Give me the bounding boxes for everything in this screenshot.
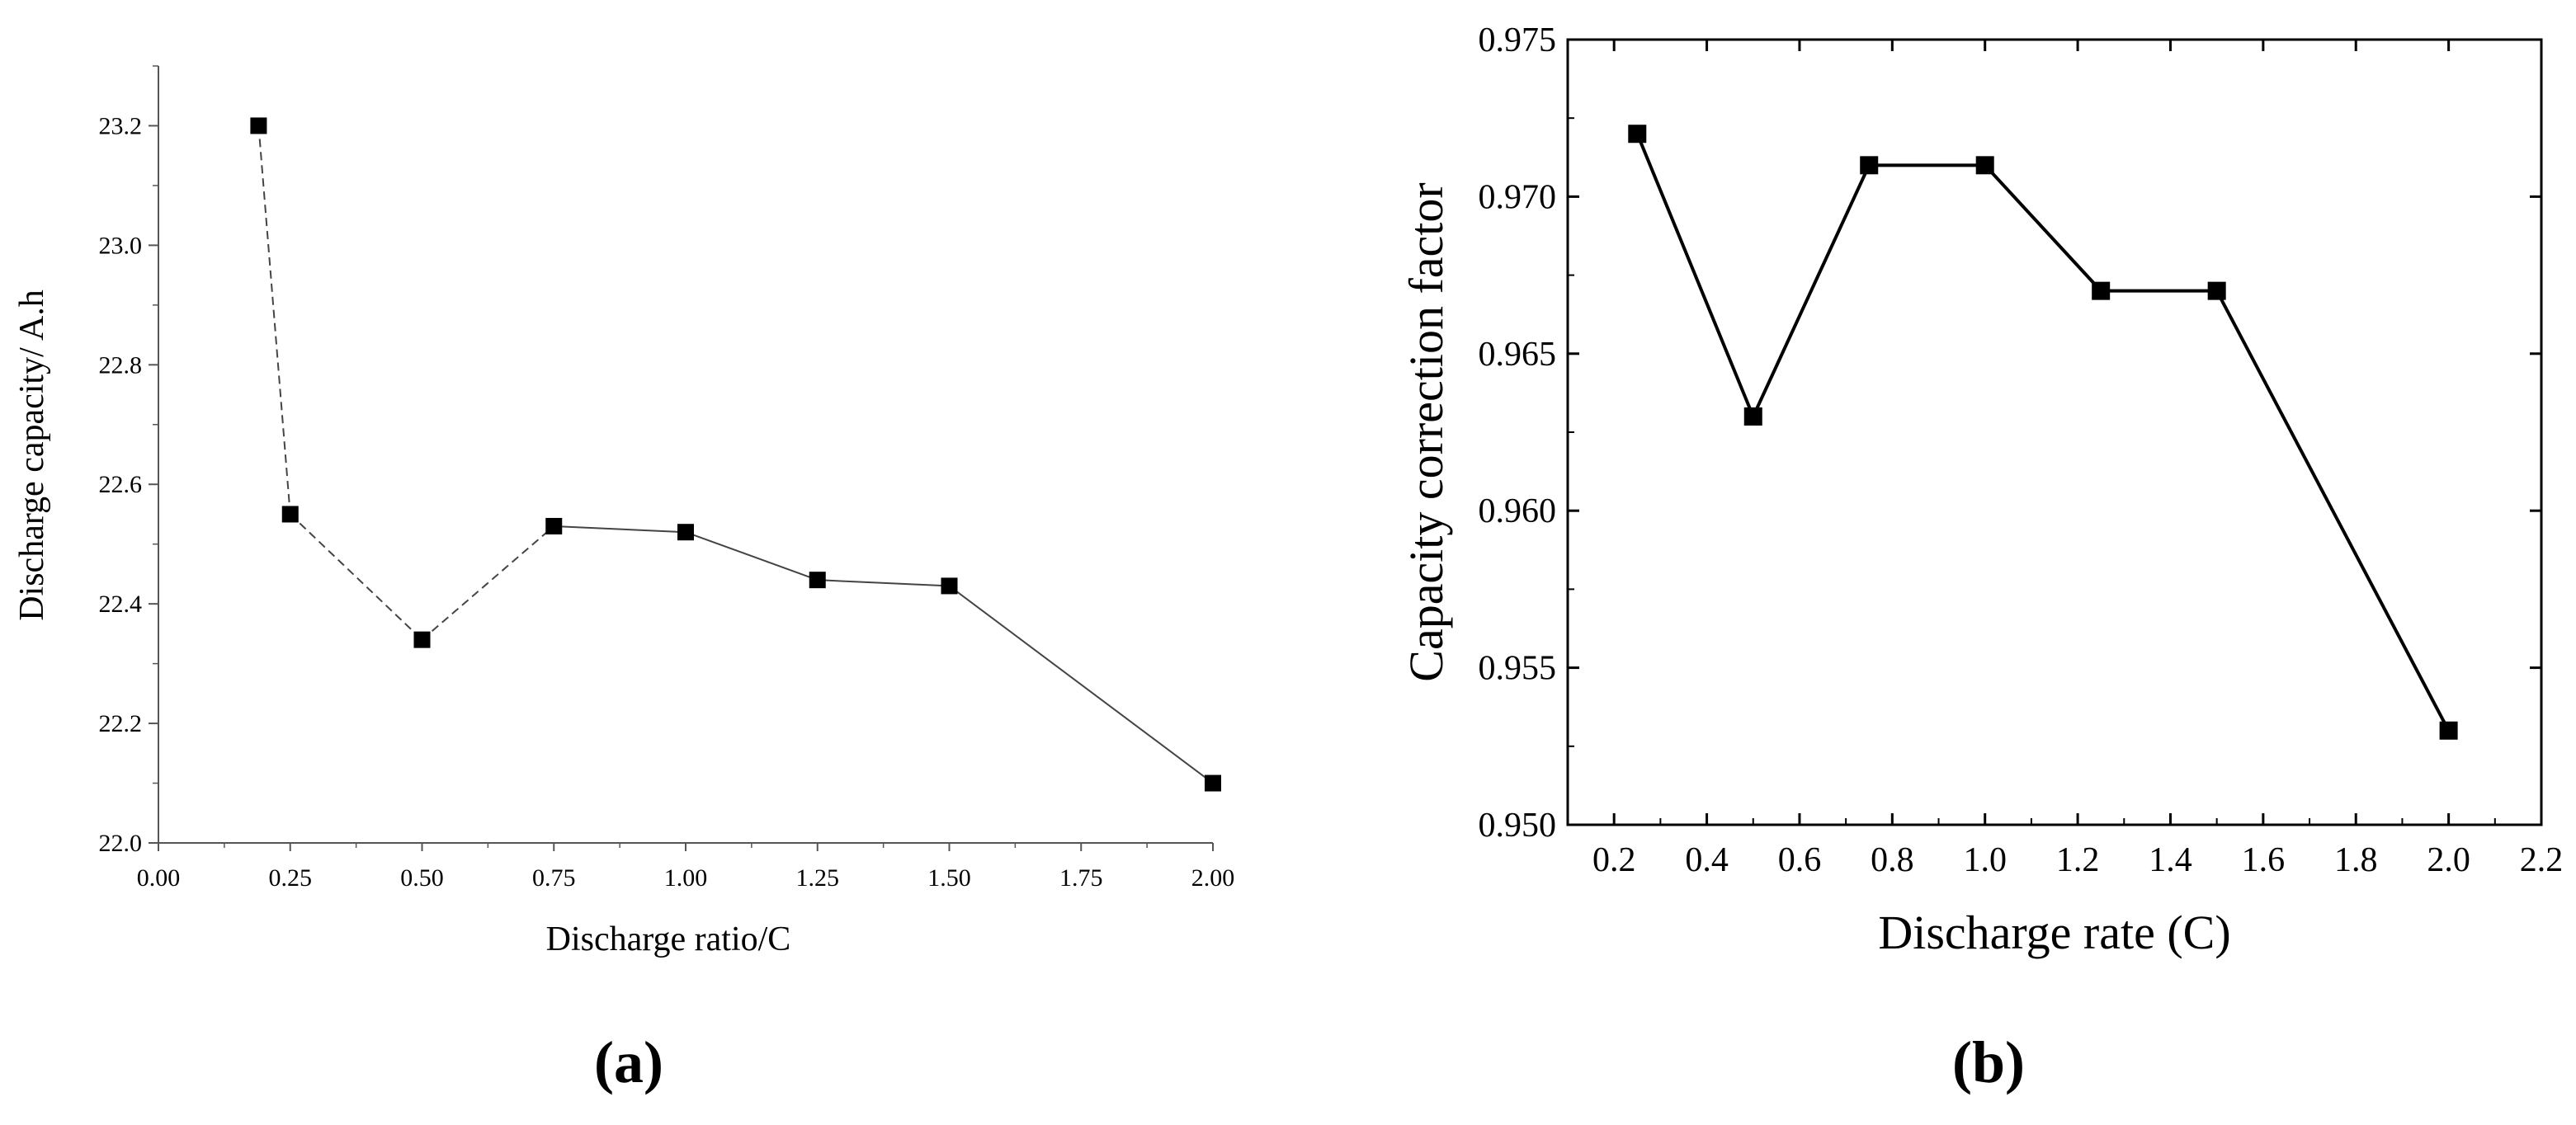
chart-a-x-tick-label: 0.00 [137,864,181,892]
chart-a-line-segment [290,513,423,641]
chart-b-x-tick-label: 1.2 [2056,841,2100,879]
chart-b-x-tick-label: 1.4 [2149,841,2192,879]
chart-a-y-tick-label: 22.4 [99,591,143,618]
chart-b-data-point [1975,156,1994,175]
chart-b-ticks: 0.2 0.4 0.6 0.8 1.0 1.2 1.4 1.6 1.8 2.0 2.2 0.950 0.… [1479,21,2564,879]
chart-a-data-point [250,117,267,134]
chart-b-x-tick-label: 2.2 [2520,841,2564,879]
chart-b-plot-frame [1566,38,2543,826]
chart-b-y-tick-label: 0.965 [1479,336,1557,374]
chart-b-x-axis-label: Discharge rate (C) [1878,906,2230,959]
chart-a-line-segment [948,585,1214,784]
chart-a-markers [250,117,1221,792]
chart-a-axes [158,66,1213,844]
chart-a-x-tick-label: 0.50 [400,864,444,892]
panel-label-a: (a) [594,1029,663,1095]
chart-a-line-segment [257,125,291,515]
chart-a-y-tick-label: 23.2 [99,112,143,139]
chart-b-series-line [1635,133,2451,732]
chart-b-x-tick-label: 0.2 [1592,841,1636,879]
chart-a-x-tick-label: 2.00 [1191,864,1235,892]
chart-a-x-tick-label: 1.75 [1059,864,1103,892]
chart-a-y-tick-label: 22.0 [99,830,143,857]
chart-b-data-point [1860,156,1879,175]
chart-a-x-axis-label: Discharge ratio/C [546,920,791,958]
chart-panel-a: 0.00 0.25 0.50 0.75 1.00 1.25 1.50 1.75 2.00 22.0… [13,65,1235,1095]
chart-a-x-tick-label: 1.25 [796,864,840,892]
chart-b-y-tick-label: 0.975 [1479,21,1557,59]
chart-b-data-point [1743,407,1762,426]
chart-b-x-tick-label: 1.0 [1963,841,2007,879]
chart-b-x-tick-label: 0.4 [1685,841,1729,879]
chart-a-data-point [1205,774,1221,792]
chart-b-line-path [1635,133,2451,732]
chart-b-y-tick-label: 0.955 [1479,650,1557,688]
chart-b-y-tick-label: 0.950 [1479,807,1557,845]
chart-a-data-point [809,572,826,589]
chart-a-data-point [281,506,299,523]
chart-a-x-tick-label: 1.00 [664,864,708,892]
chart-b-data-point [2207,281,2226,300]
chart-b-data-point [2439,721,2458,740]
chart-b-x-tick-label: 2.0 [2427,841,2470,879]
chart-a-line-segment [554,525,686,534]
chart-a-data-point [677,524,694,541]
chart-a-y-tick-label: 22.2 [99,710,143,737]
chart-a-series-line [257,125,1214,784]
chart-a-y-tick-label: 22.6 [99,471,143,498]
chart-b-markers [1628,125,2458,740]
chart-a-y-axis-label: Discharge capacity/ A.h [13,289,51,621]
chart-b-x-tick-label: 0.6 [1778,841,1822,879]
chart-a-x-tick-label: 0.75 [532,864,576,892]
chart-b-y-axis-label: Capacity correction factor [1399,182,1453,681]
chart-a-x-tick-label: 0.25 [269,864,313,892]
chart-a-ticks: 0.00 0.25 0.50 0.75 1.00 1.25 1.50 1.75 2.00 22.0… [99,65,1235,892]
chart-b-x-tick-label: 1.6 [2242,841,2286,879]
panel-label-b: (b) [1952,1029,2025,1095]
chart-a-line-segment [817,579,950,587]
chart-a-x-tick-label: 1.50 [927,864,971,892]
chart-a-y-tick-label: 22.8 [99,351,143,379]
chart-a-data-point [545,517,563,534]
chart-a-y-tick-label: 23.0 [99,232,143,259]
chart-a-data-point [941,577,958,595]
chart-b-x-tick-label: 0.8 [1871,841,1914,879]
chart-b-data-point [1628,125,1647,144]
chart-b-x-tick-label: 1.8 [2334,841,2378,879]
chart-a-line-segment [685,531,819,581]
chart-a-data-point [413,631,431,648]
chart-panel-b: 0.2 0.4 0.6 0.8 1.0 1.2 1.4 1.6 1.8 2.0 2.2 0.950 0.… [1399,21,2563,1095]
chart-b-y-tick-label: 0.970 [1479,178,1557,216]
chart-b-data-point [2092,281,2111,300]
chart-b-y-tick-label: 0.960 [1479,492,1557,530]
chart-a-line-segment [421,525,554,641]
